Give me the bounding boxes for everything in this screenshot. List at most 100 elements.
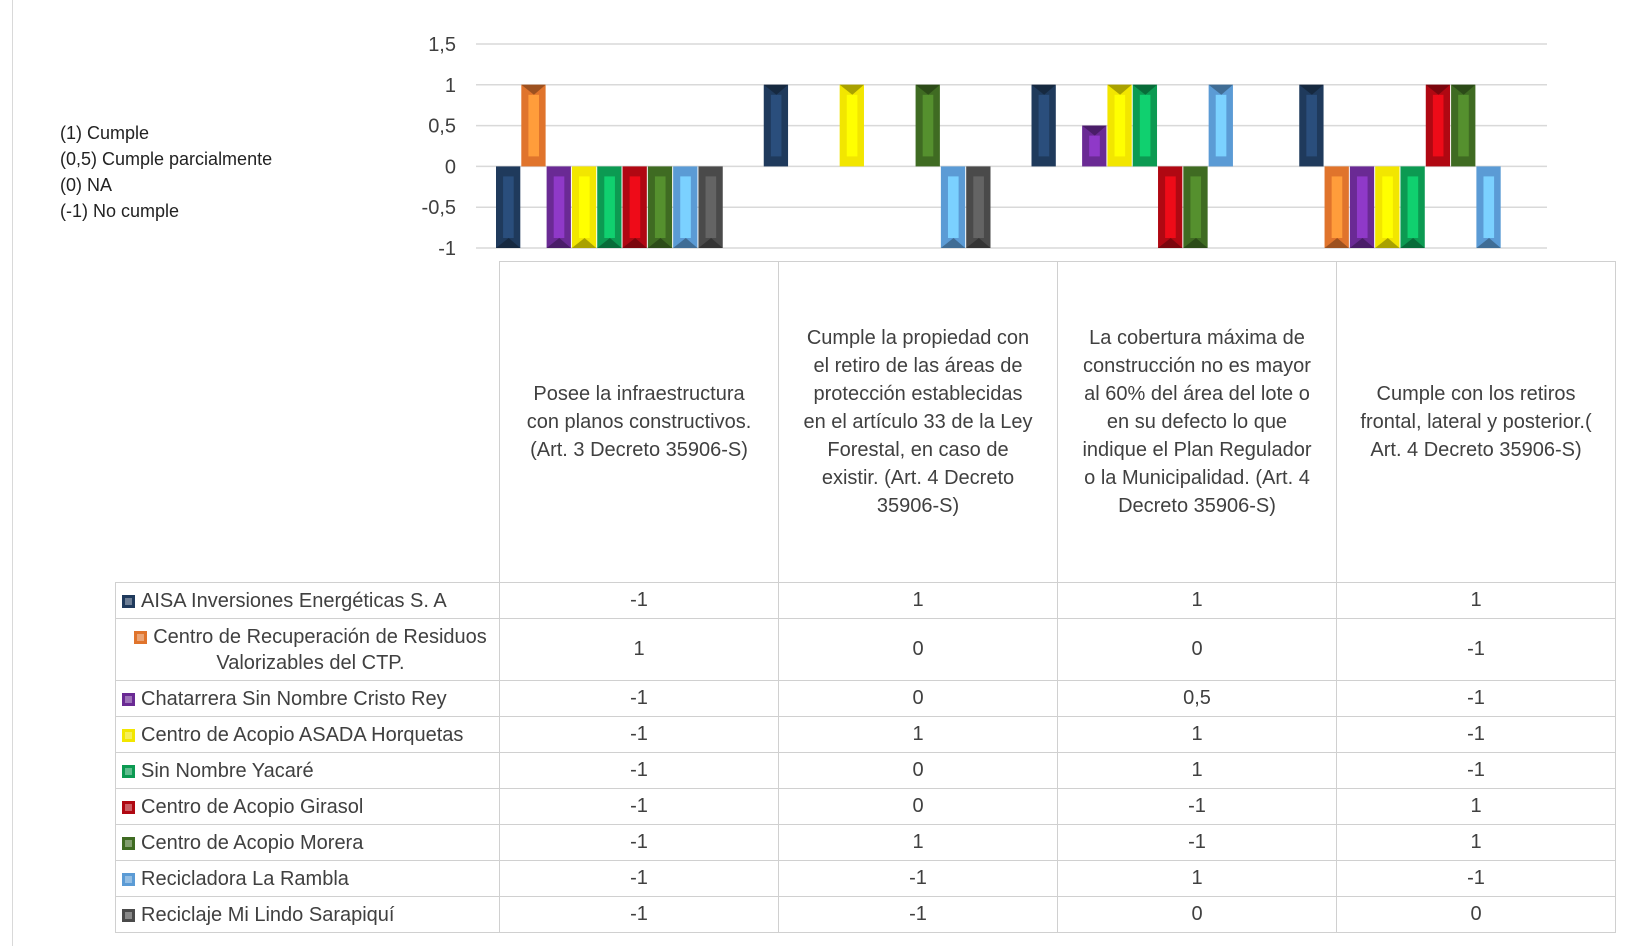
category-header: La cobertura máxima de construcción no e… (1057, 261, 1337, 583)
bar (763, 84, 789, 167)
bar-cap (763, 84, 789, 95)
value-cell: -1 (1336, 752, 1616, 789)
value-cell: 1 (1336, 582, 1616, 619)
bar-cap (622, 238, 647, 248)
value-cell: -1 (1336, 680, 1616, 717)
legend-swatch (122, 872, 135, 886)
y-tick-label: -0,5 (422, 197, 456, 219)
y-tick-label: 1,5 (428, 34, 456, 56)
bar-highlight (1407, 176, 1419, 238)
value-cell: -1 (499, 896, 779, 933)
scale-note-line: (1) Cumple (60, 123, 150, 143)
bar-cap (1476, 238, 1501, 248)
bar (546, 166, 571, 248)
bar (1299, 84, 1324, 167)
bar (1400, 166, 1425, 248)
value-cell: 1 (1336, 788, 1616, 825)
value-cell: -1 (1057, 788, 1337, 825)
value-cell: -1 (499, 716, 779, 753)
bar (1451, 84, 1476, 167)
bar (1183, 166, 1208, 248)
bar (1107, 84, 1132, 167)
scale-note-line: (0) NA (60, 175, 113, 195)
table-header-row: Posee la infraestructura con planos cons… (115, 261, 1616, 583)
bar-cap (521, 84, 546, 95)
bar-highlight (973, 176, 984, 238)
bar-cap (496, 238, 521, 248)
bar-highlight (1306, 94, 1317, 157)
bar-highlight (922, 94, 934, 157)
bar-highlight (1139, 94, 1151, 157)
value-cell: -1 (499, 752, 779, 789)
bar-highlight (680, 176, 691, 238)
bar (496, 166, 521, 248)
bar (1349, 166, 1375, 248)
y-tick-label: -1 (438, 238, 456, 260)
table-corner (115, 261, 500, 583)
bar (839, 84, 864, 167)
data-table: Posee la infraestructura con planos cons… (115, 261, 1616, 933)
bar-highlight (1458, 94, 1469, 157)
bar-highlight (528, 94, 540, 157)
bar-highlight (553, 176, 565, 238)
bar (1476, 166, 1501, 248)
value-cell: -1 (1336, 716, 1616, 753)
bar-highlight (629, 176, 641, 238)
bar-highlight (604, 176, 615, 238)
bar-highlight (770, 94, 782, 157)
bar-highlight (1190, 176, 1202, 238)
table-row: Recicladora La Rambla -1 -1 1 -1 (115, 860, 1616, 897)
series-name: Centro de Acopio Girasol (141, 795, 364, 818)
table-row: Reciclaje Mi Lindo Sarapiquí -1 -1 0 0 (115, 896, 1616, 933)
series-name: Centro de Recuperación de Residuos Valor… (153, 625, 487, 674)
value-cell: 1 (1057, 752, 1337, 789)
bar-cap (673, 238, 698, 248)
legend-swatch (122, 594, 135, 608)
bar-cap (698, 238, 723, 248)
bar (1031, 84, 1056, 167)
category-header: Cumple con los retiros frontal, lateral … (1336, 261, 1616, 583)
bar-cap (1183, 238, 1208, 248)
series-name: Centro de Acopio Morera (141, 831, 364, 854)
series-label: AISA Inversiones Energéticas S. A (115, 582, 500, 619)
bar-cap (597, 238, 622, 248)
bar-cap (966, 238, 991, 248)
bar (1082, 125, 1107, 167)
bar-cap (940, 238, 966, 248)
bar (673, 166, 698, 248)
bar-highlight (1038, 94, 1050, 157)
bar (597, 166, 622, 248)
scale-note-line: (0,5) Cumple parcialmente (60, 149, 273, 169)
table-row: Chatarrera Sin Nombre Cristo Rey -1 0 0,5 -1 (115, 680, 1616, 717)
bar-highlight (1114, 94, 1126, 157)
legend-swatch (122, 728, 135, 742)
bar-highlight (947, 176, 959, 238)
value-cell: -1 (499, 824, 779, 861)
bar-cap (546, 238, 571, 248)
bar-cap (839, 84, 864, 95)
bar-cap (1082, 125, 1107, 136)
value-cell: 0 (1057, 896, 1337, 933)
left-border-line (12, 0, 13, 946)
series-name: Centro de Acopio ASADA Horquetas (141, 723, 464, 746)
value-cell: 0 (778, 752, 1058, 789)
value-cell: 1 (1057, 716, 1337, 753)
bar-highlight (503, 176, 514, 238)
series-name: Reciclaje Mi Lindo Sarapiquí (141, 903, 395, 926)
bar-chart: -1 -0,5 0 0,5 1 1,5 (422, 34, 1547, 260)
bar-cap (571, 238, 597, 248)
bar-cap (1158, 238, 1183, 248)
series-label: Centro de Acopio ASADA Horquetas (115, 716, 500, 753)
value-cell: 0 (1336, 896, 1616, 933)
series-name: Sin Nombre Yacaré (141, 759, 314, 782)
bar (1425, 84, 1451, 167)
value-cell: -1 (1336, 860, 1616, 897)
bar-cap (1299, 84, 1324, 95)
bar (647, 166, 673, 248)
bar (622, 166, 647, 248)
bar-highlight (1089, 135, 1100, 157)
table-row: Centro de Acopio Morera -1 1 -1 1 (115, 824, 1616, 861)
bar (915, 84, 940, 167)
bar (1132, 84, 1158, 167)
table-row: Centro de Recuperación de Residuos Valor… (115, 618, 1616, 681)
